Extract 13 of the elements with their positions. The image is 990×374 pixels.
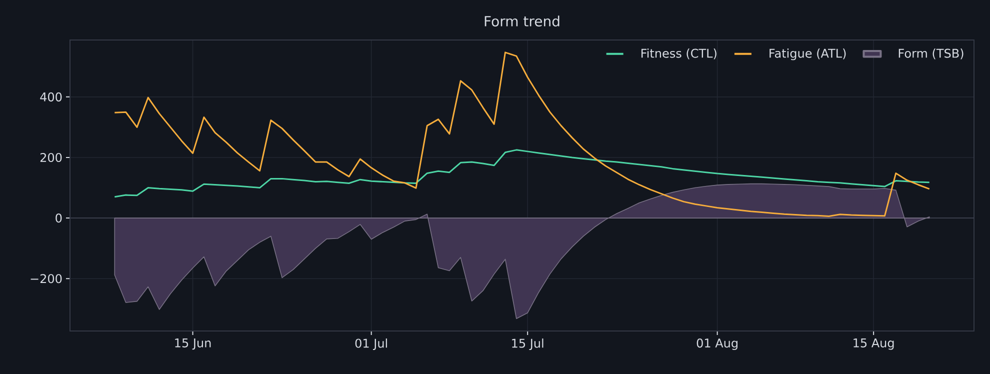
x-tick-label: 15 Aug xyxy=(854,338,894,350)
y-tick-label: 200 xyxy=(40,152,62,162)
y-tick-label: 400 xyxy=(40,92,62,102)
chart-title: Form trend xyxy=(484,16,560,27)
y-tick-label: 0 xyxy=(56,214,62,223)
legend-label: Form (TSB) xyxy=(898,48,964,60)
y-tick-label: −200 xyxy=(30,274,62,284)
x-tick-label: 01 Aug xyxy=(696,338,738,350)
x-tick-label: 01 Jul xyxy=(355,338,387,350)
legend-label: Fatigue (ATL) xyxy=(770,48,846,60)
x-tick-label: 15 Jul xyxy=(512,338,544,350)
x-tick-label: 15 Jun xyxy=(175,338,211,350)
legend-label: Fitness (CTL) xyxy=(641,48,716,60)
